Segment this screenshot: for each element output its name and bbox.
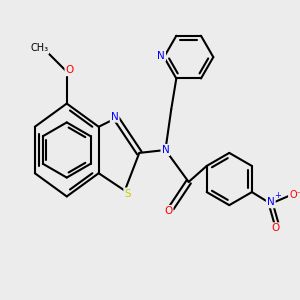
Text: N: N	[157, 51, 165, 61]
Text: O⁻: O⁻	[289, 190, 300, 200]
Text: +: +	[274, 191, 280, 200]
Text: N: N	[111, 112, 119, 122]
Text: N: N	[267, 197, 274, 207]
Text: CH₃: CH₃	[30, 44, 48, 53]
Text: S: S	[124, 188, 131, 199]
Text: N: N	[162, 145, 169, 155]
Text: O: O	[65, 65, 74, 75]
Text: O: O	[271, 224, 279, 233]
Text: O: O	[164, 206, 172, 216]
